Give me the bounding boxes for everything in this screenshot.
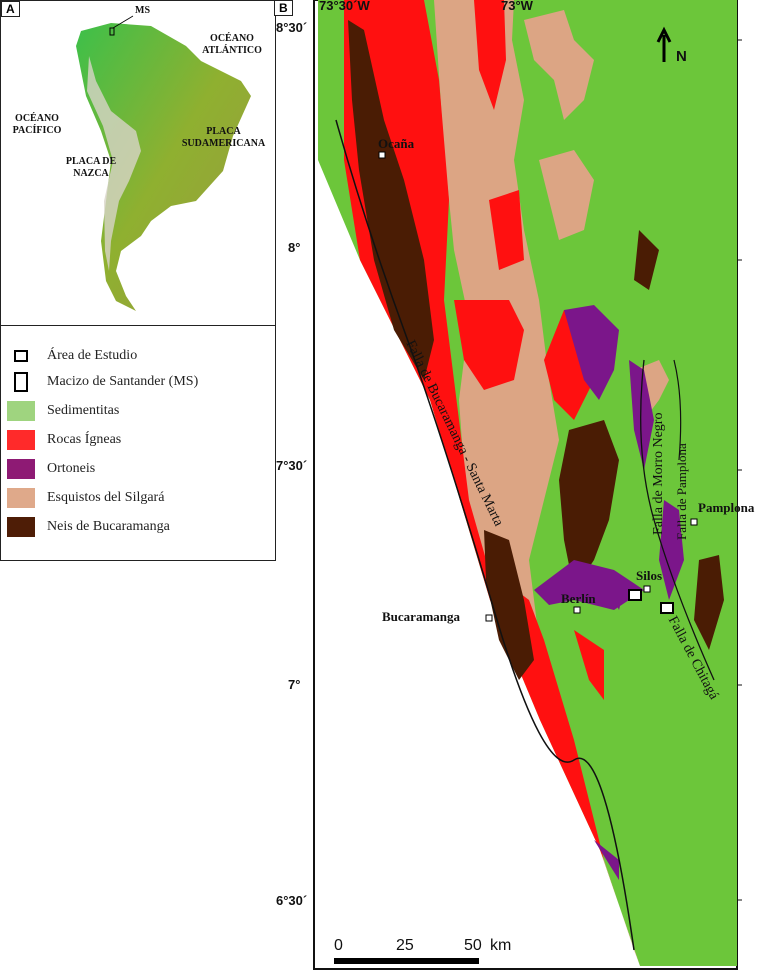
legend-label: Rocas Ígneas [47,432,122,447]
unit-neis [348,20,534,680]
longitude-label: 73°30´W [319,0,370,13]
legend-item-esquistos: Esquistos del Silgará [7,488,164,508]
swatch [7,488,35,508]
fault-line-pamplona [673,359,682,461]
scale-bar [334,958,479,964]
legend-label: Sedimentitas [47,403,120,418]
swatch [7,401,35,421]
scale-tick-50: 50 [464,937,482,954]
legend: Área de Estudio Macizo de Santander (MS)… [0,325,276,561]
fault-label-pamplona: Falla de Pamplona [674,443,689,540]
legend-label: Neis de Bucaramanga [47,519,170,534]
legend-label: Macizo de Santander (MS) [47,374,199,389]
label-sudamericana: PLACA SUDAMERICANA [181,126,266,149]
legend-label: Esquistos del Silgará [47,490,165,505]
panel-b-tag: B [274,0,293,16]
city-ocana: Ocaña [378,136,415,151]
south-america-relief-map [76,15,251,311]
latitude-label: 6°30´ [276,893,308,908]
north-arrow-icon [656,26,672,62]
swatch [7,430,35,450]
swatch [7,459,35,479]
unit-ortoneis [534,305,684,880]
swatch [7,517,35,537]
small-square-icon [7,350,35,362]
latitude-label: 8°30´ [276,20,308,35]
unit-esquistos [434,0,640,966]
city-bucaramanga: Bucaramanga [382,609,460,624]
north-label: N [676,48,687,65]
panel-b-geologic-map: B 73°30´W 73°W 8°30´ 8° 7°30´ 7° 6°30´ N… [274,0,770,972]
label-pacific: OCÉANO PACÍFICO [12,113,62,136]
scale-tick-25: 25 [396,937,414,954]
tall-rectangle-icon [7,372,35,392]
fault-line-chitaga [640,359,715,681]
label-atlantic: OCÉANO ATLÁNTICO [202,33,262,56]
panel-a-tag: A [1,1,20,17]
latitude-label: 7°30´ [276,458,308,473]
city-berlin: Berlín [561,591,596,606]
geologic-map [313,0,742,970]
longitude-label: 73°W [501,0,533,13]
legend-item-ortoneis: Ortoneis [7,459,95,479]
latitude-label: 8° [288,240,301,255]
legend-label: Área de Estudio [47,348,138,363]
fault-line-bucaramanga [335,119,635,951]
legend-item-neis: Neis de Bucaramanga [7,517,170,537]
scale-tick-0: 0 [334,937,343,954]
legend-item-sedimentitas: Sedimentitas [7,401,119,421]
latitude-label: 7° [288,677,301,692]
legend-item-study-area: Área de Estudio [7,348,137,364]
label-nazca: PLACA DE NAZCA [65,156,117,179]
fault-label-morro-negro: Falla de Morro Negro [651,412,666,535]
legend-item-rocas-igneas: Rocas Ígneas [7,430,121,450]
city-markers [378,151,698,622]
panel-a-south-america: A MS OCÉANO ATLÁNTICO OCÉANO PACÍFICO PL… [0,0,276,326]
city-pamplona: Pamplona [698,500,755,515]
legend-label: Ortoneis [47,461,96,476]
label-ms: MS [135,5,150,16]
legend-item-macizo: Macizo de Santander (MS) [7,372,198,392]
city-silos: Silos [636,568,663,583]
scale-unit: km [490,937,512,954]
